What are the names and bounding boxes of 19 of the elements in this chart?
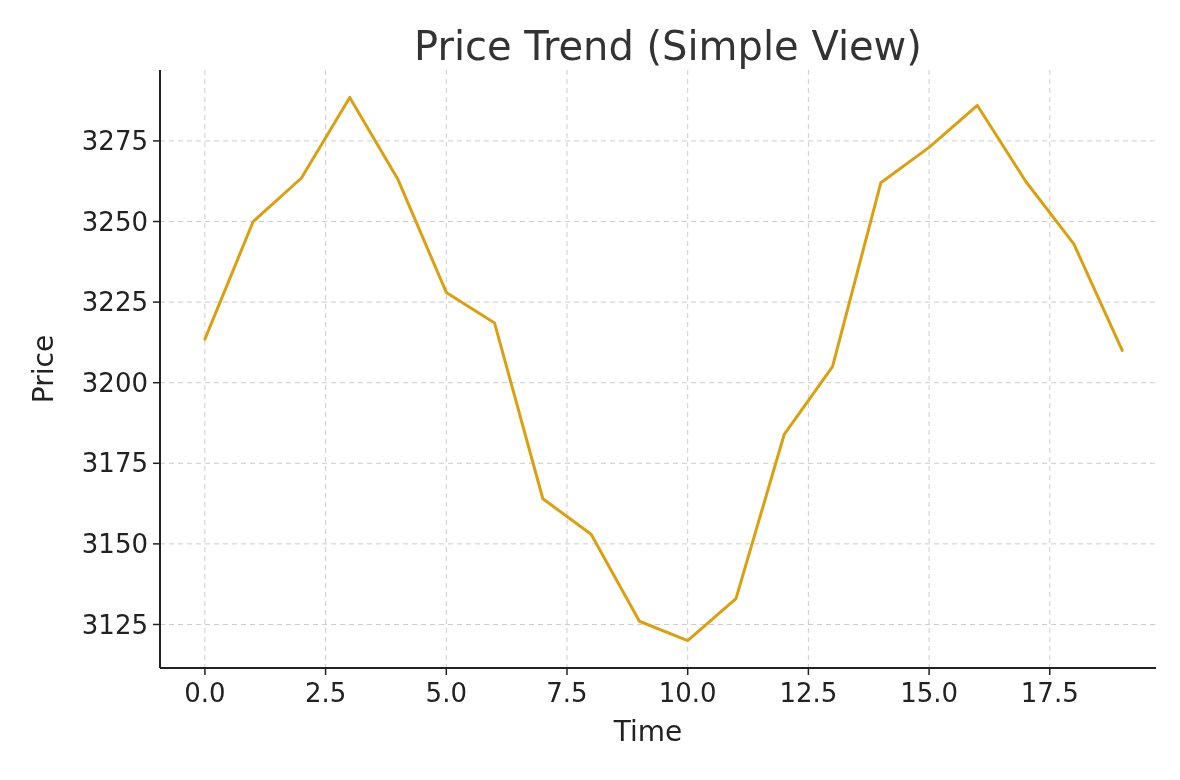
y-tick-label: 3150	[81, 528, 148, 559]
x-tick-label: 12.5	[779, 678, 838, 708]
y-axis-title: Price	[27, 334, 60, 404]
y-tick-label: 3225	[81, 287, 148, 318]
y-tick-label: 3250	[81, 206, 148, 237]
x-tick-label: 10.0	[658, 678, 717, 708]
x-tick-label: 17.5	[1020, 678, 1079, 708]
y-tick-label: 3125	[81, 609, 148, 640]
y-tick-label: 3275	[81, 126, 148, 157]
y-tick-label: 3175	[81, 448, 148, 479]
x-tick-label: 0.0	[184, 678, 226, 708]
x-tick-label: 15.0	[900, 678, 959, 708]
x-tick-label: 5.0	[425, 678, 467, 708]
x-tick-label: 7.5	[546, 678, 588, 708]
line-series	[203, 95, 1124, 643]
x-tick-label: 2.5	[304, 678, 347, 708]
x-axis-title: Time	[612, 715, 683, 748]
y-tick-label: 3200	[81, 367, 148, 398]
chart-title: Price Trend (Simple View)	[414, 23, 922, 69]
